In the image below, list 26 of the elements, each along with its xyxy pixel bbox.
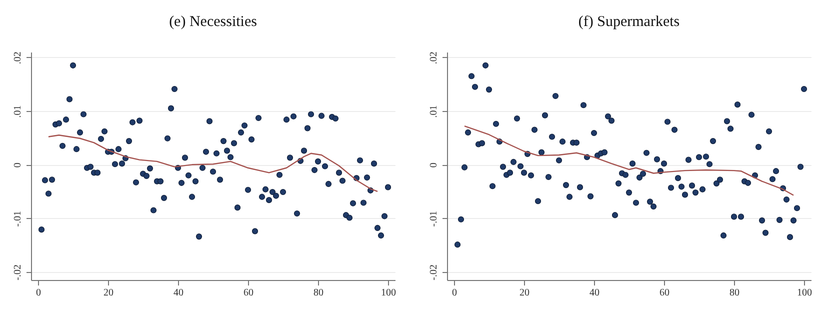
chart-title: (e) Necessities <box>169 14 258 30</box>
x-tick-label: 60 <box>660 288 670 298</box>
chart-title: (f) Supermarkets <box>578 14 680 30</box>
y-tick-label: -.02 <box>12 264 24 280</box>
x-tick-label: 80 <box>314 288 324 298</box>
y-tick-label: .01 <box>428 105 440 118</box>
y-tick-label: .02 <box>12 52 24 64</box>
x-tick-label: 20 <box>520 288 530 298</box>
x-tick-label: 0 <box>36 288 41 298</box>
x-tick-label: 40 <box>174 288 184 298</box>
x-tick-label: 100 <box>797 288 812 298</box>
line-series <box>464 125 794 196</box>
y-tick-label: 0 <box>428 162 440 168</box>
y-tick-label: .02 <box>428 52 440 64</box>
y-tick-label: -.02 <box>428 264 440 280</box>
y-tick-label: 0 <box>12 162 24 168</box>
x-tick-label: 20 <box>104 288 114 298</box>
y-tick-label: -.01 <box>428 210 440 227</box>
y-tick-label: -.01 <box>12 210 24 227</box>
x-tick-label: 40 <box>590 288 600 298</box>
y-tick-label: .01 <box>12 105 24 118</box>
x-tick-label: 60 <box>244 288 254 298</box>
x-tick-label: 80 <box>730 288 740 298</box>
line-series <box>48 134 378 192</box>
x-tick-label: 0 <box>452 288 457 298</box>
x-tick-label: 100 <box>381 288 396 298</box>
